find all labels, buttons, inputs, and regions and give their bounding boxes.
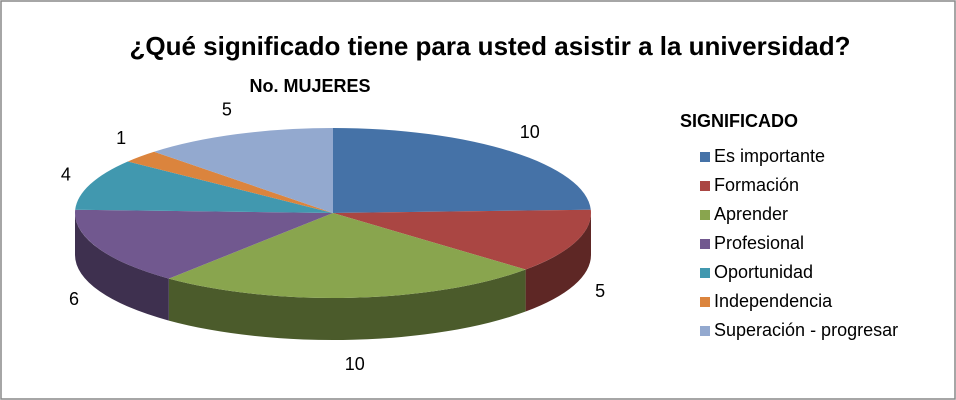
data-label: 1: [116, 128, 126, 148]
legend-label: Aprender: [714, 204, 788, 224]
pie-slice: [168, 213, 526, 298]
legend-label: Independencia: [714, 291, 833, 311]
legend-label: Oportunidad: [714, 262, 813, 282]
data-label: 10: [345, 354, 365, 374]
data-label: 5: [222, 99, 232, 119]
pie-side: [525, 213, 591, 312]
legend-swatch: [700, 268, 710, 278]
pie-slice: [333, 128, 591, 213]
legend-swatch: [700, 210, 710, 220]
pie-side: [75, 213, 169, 321]
legend-label: Es importante: [714, 146, 825, 166]
legend-swatch: [700, 326, 710, 336]
legend-label: Superación - progresar: [714, 320, 898, 340]
legend-swatch: [700, 181, 710, 191]
pie-slice: [154, 128, 333, 213]
data-label: 6: [69, 289, 79, 309]
chart-subtitle: No. MUJERES: [249, 76, 370, 96]
legend-label: Profesional: [714, 233, 804, 253]
pie-slice: [74, 209, 333, 279]
legend-swatch: [700, 239, 710, 249]
data-label: 5: [595, 281, 605, 301]
data-label: 10: [520, 122, 540, 142]
pie-slice: [75, 161, 333, 213]
data-label: 4: [61, 164, 71, 184]
legend-swatch: [700, 297, 710, 307]
pie-slice: [333, 209, 591, 270]
pie-side: [168, 269, 526, 340]
pie-slice: [127, 151, 333, 213]
legend-swatch: [700, 152, 710, 162]
legend-label: Formación: [714, 175, 799, 195]
legend-title: SIGNIFICADO: [680, 111, 798, 131]
chart-title: ¿Qué significado tiene para usted asisti…: [130, 31, 851, 61]
